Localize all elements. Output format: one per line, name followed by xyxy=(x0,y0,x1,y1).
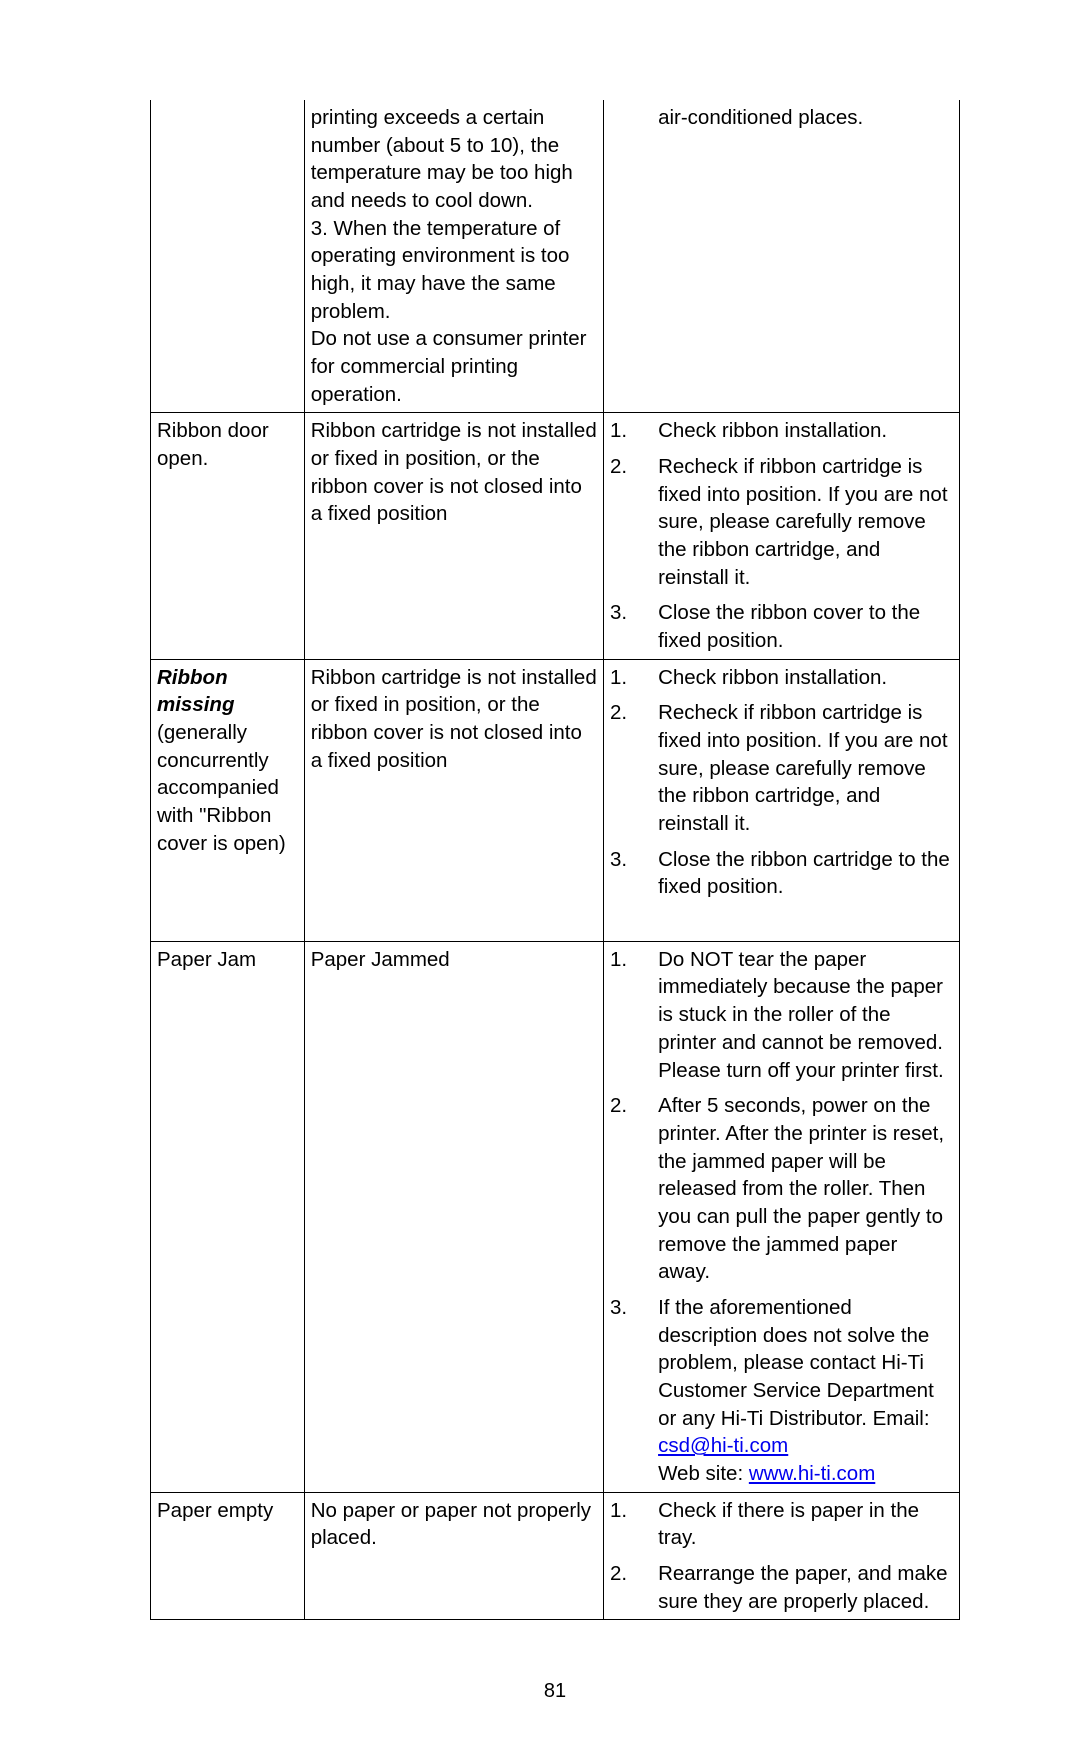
cause-cell: Ribbon cartridge is not installed or fix… xyxy=(304,413,603,659)
issue-cell xyxy=(151,100,305,413)
solution-text: Close the ribbon cartridge to the fixed … xyxy=(652,842,959,905)
issue-cell: Ribbon door open. xyxy=(151,413,305,659)
issue-cell: Ribbon missing (generally concurrently a… xyxy=(151,659,305,941)
solution-text: Check ribbon installation. xyxy=(652,659,959,695)
solution-num: 3. xyxy=(604,595,653,659)
solution-num: 2. xyxy=(604,1556,653,1620)
solution-text: After 5 seconds, power on the printer. A… xyxy=(652,1088,959,1290)
solution-num: 3. xyxy=(604,1290,653,1492)
troubleshoot-table: printing exceeds a certain number (about… xyxy=(150,100,960,1620)
solution-text: Recheck if ribbon cartridge is fixed int… xyxy=(652,449,959,595)
solution-gap xyxy=(604,905,653,941)
solution-num: 2. xyxy=(604,1088,653,1290)
page-number: 81 xyxy=(150,1680,960,1703)
solution-text: If the aforementioned description does n… xyxy=(652,1290,959,1492)
solution-text: Check ribbon installation. xyxy=(652,413,959,449)
cause-cell: Ribbon cartridge is not installed or fix… xyxy=(304,659,603,941)
cause-cell: No paper or paper not properly placed. xyxy=(304,1492,603,1620)
cause-cell: printing exceeds a certain number (about… xyxy=(304,100,603,413)
website-link[interactable]: www.hi-ti.com xyxy=(749,1462,875,1485)
solution-text: Recheck if ribbon cartridge is fixed int… xyxy=(652,695,959,841)
email-link[interactable]: csd@hi-ti.com xyxy=(658,1434,788,1457)
solution-gap-text xyxy=(652,905,959,941)
solution-num: 2. xyxy=(604,449,653,595)
issue-cell: Paper empty xyxy=(151,1492,305,1620)
solution-num xyxy=(604,100,653,413)
solution-num: 2. xyxy=(604,695,653,841)
cause-cell: Paper Jammed xyxy=(304,941,603,1492)
solution-num: 1. xyxy=(604,1492,653,1556)
solution-num: 1. xyxy=(604,413,653,449)
solution-num: 3. xyxy=(604,842,653,905)
solution-num: 1. xyxy=(604,659,653,695)
solution-text: Do NOT tear the paper immediately becaus… xyxy=(652,941,959,1088)
solution-text: Check if there is paper in the tray. xyxy=(652,1492,959,1556)
solution-text: Rearrange the paper, and make sure they … xyxy=(652,1556,959,1620)
solution-num: 1. xyxy=(604,941,653,1088)
issue-cell: Paper Jam xyxy=(151,941,305,1492)
solution-text: air-conditioned places. xyxy=(652,100,959,413)
solution-text: Close the ribbon cover to the fixed posi… xyxy=(652,595,959,659)
